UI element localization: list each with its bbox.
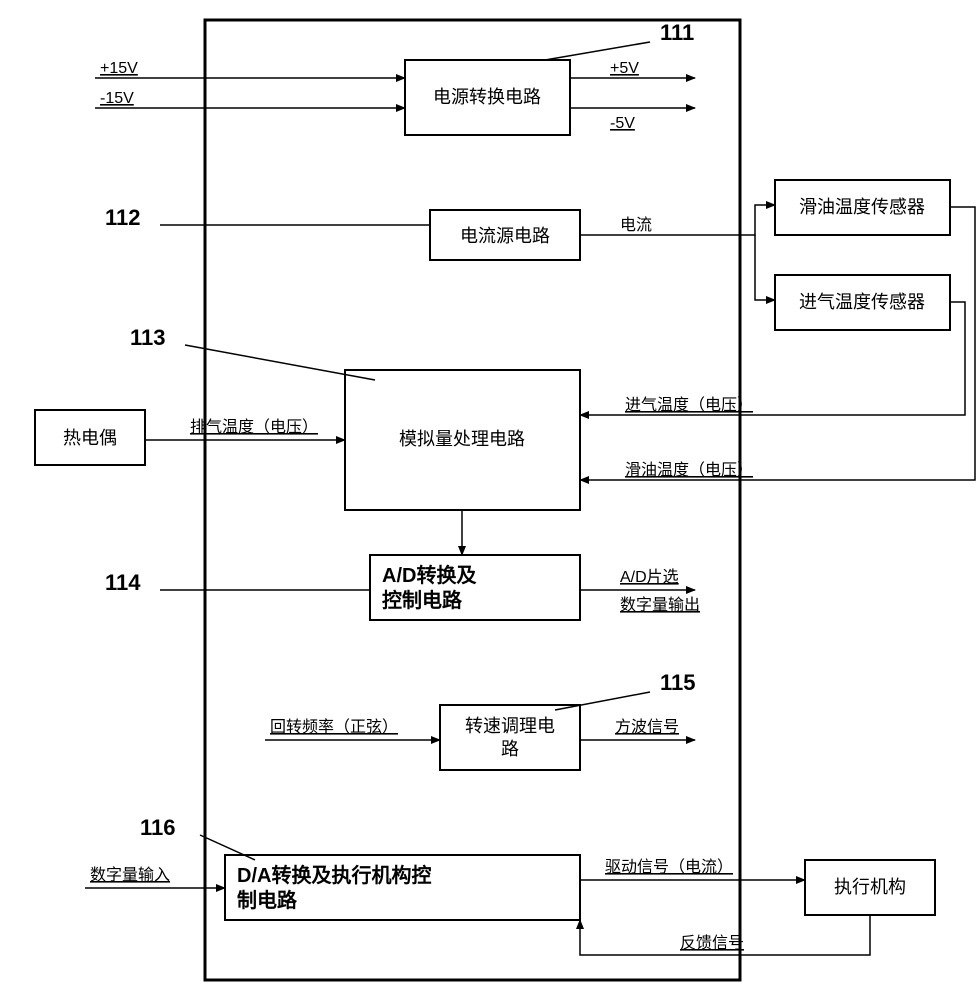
block-diagram: 电源转换电路 电流源电路 模拟量处理电路 A/D转换及 控制电路 转速调理电 路… — [0, 0, 977, 1000]
label-n15v: -15V — [100, 90, 134, 107]
label-sqwave: 方波信号 — [615, 718, 679, 736]
actuator-label: 执行机构 — [834, 877, 906, 897]
label-drive-sig: 驱动信号（电流） — [605, 858, 733, 876]
label-n5v: -5V — [610, 115, 635, 132]
label-air-v: 进气温度（电压） — [625, 396, 753, 414]
arrow-current-to-air — [755, 235, 775, 300]
label-p15v: +15V — [100, 60, 138, 77]
label-rotfreq: 回转频率（正弦） — [270, 718, 398, 736]
label-exhaust-v: 排气温度（电压） — [190, 418, 318, 436]
label-current: 电流 — [620, 216, 652, 234]
air-temp-label: 进气温度传感器 — [799, 292, 925, 312]
callout-111-line — [545, 42, 650, 60]
adc-label1: A/D转换及 — [382, 563, 477, 587]
callout-113-line — [185, 345, 375, 380]
oil-temp-label: 滑油温度传感器 — [799, 197, 925, 217]
label-p5v: +5V — [610, 60, 639, 77]
arrow-oil-to-analog — [580, 207, 975, 480]
callout-116: 116 — [140, 815, 176, 840]
callout-114: 114 — [105, 570, 141, 595]
callout-113: 113 — [130, 325, 166, 350]
dac-label1: D/A转换及执行机构控 — [237, 863, 431, 887]
speed-label1: 转速调理电 — [465, 716, 555, 736]
label-oil-v: 滑油温度（电压） — [625, 461, 753, 479]
label-adc-dout: 数字量输出 — [620, 596, 700, 614]
power-label: 电源转换电路 — [433, 87, 541, 107]
speed-label2: 路 — [501, 739, 519, 759]
callout-112: 112 — [105, 205, 141, 230]
callout-115: 115 — [660, 670, 696, 695]
label-feedback: 反馈信号 — [680, 934, 744, 952]
label-digin: 数字量输入 — [90, 866, 170, 884]
adc-label2: 控制电路 — [382, 588, 463, 612]
callout-115-line — [555, 692, 650, 710]
current-source-label: 电流源电路 — [460, 226, 550, 246]
arrow-current-to-oil — [580, 205, 775, 235]
callout-111: 111 — [660, 20, 694, 45]
thermocouple-label: 热电偶 — [63, 428, 117, 448]
analog-label: 模拟量处理电路 — [399, 429, 525, 449]
label-adc-cs: A/D片选 — [620, 568, 679, 586]
dac-label2: 制电路 — [237, 888, 298, 912]
speed-block — [440, 705, 580, 770]
